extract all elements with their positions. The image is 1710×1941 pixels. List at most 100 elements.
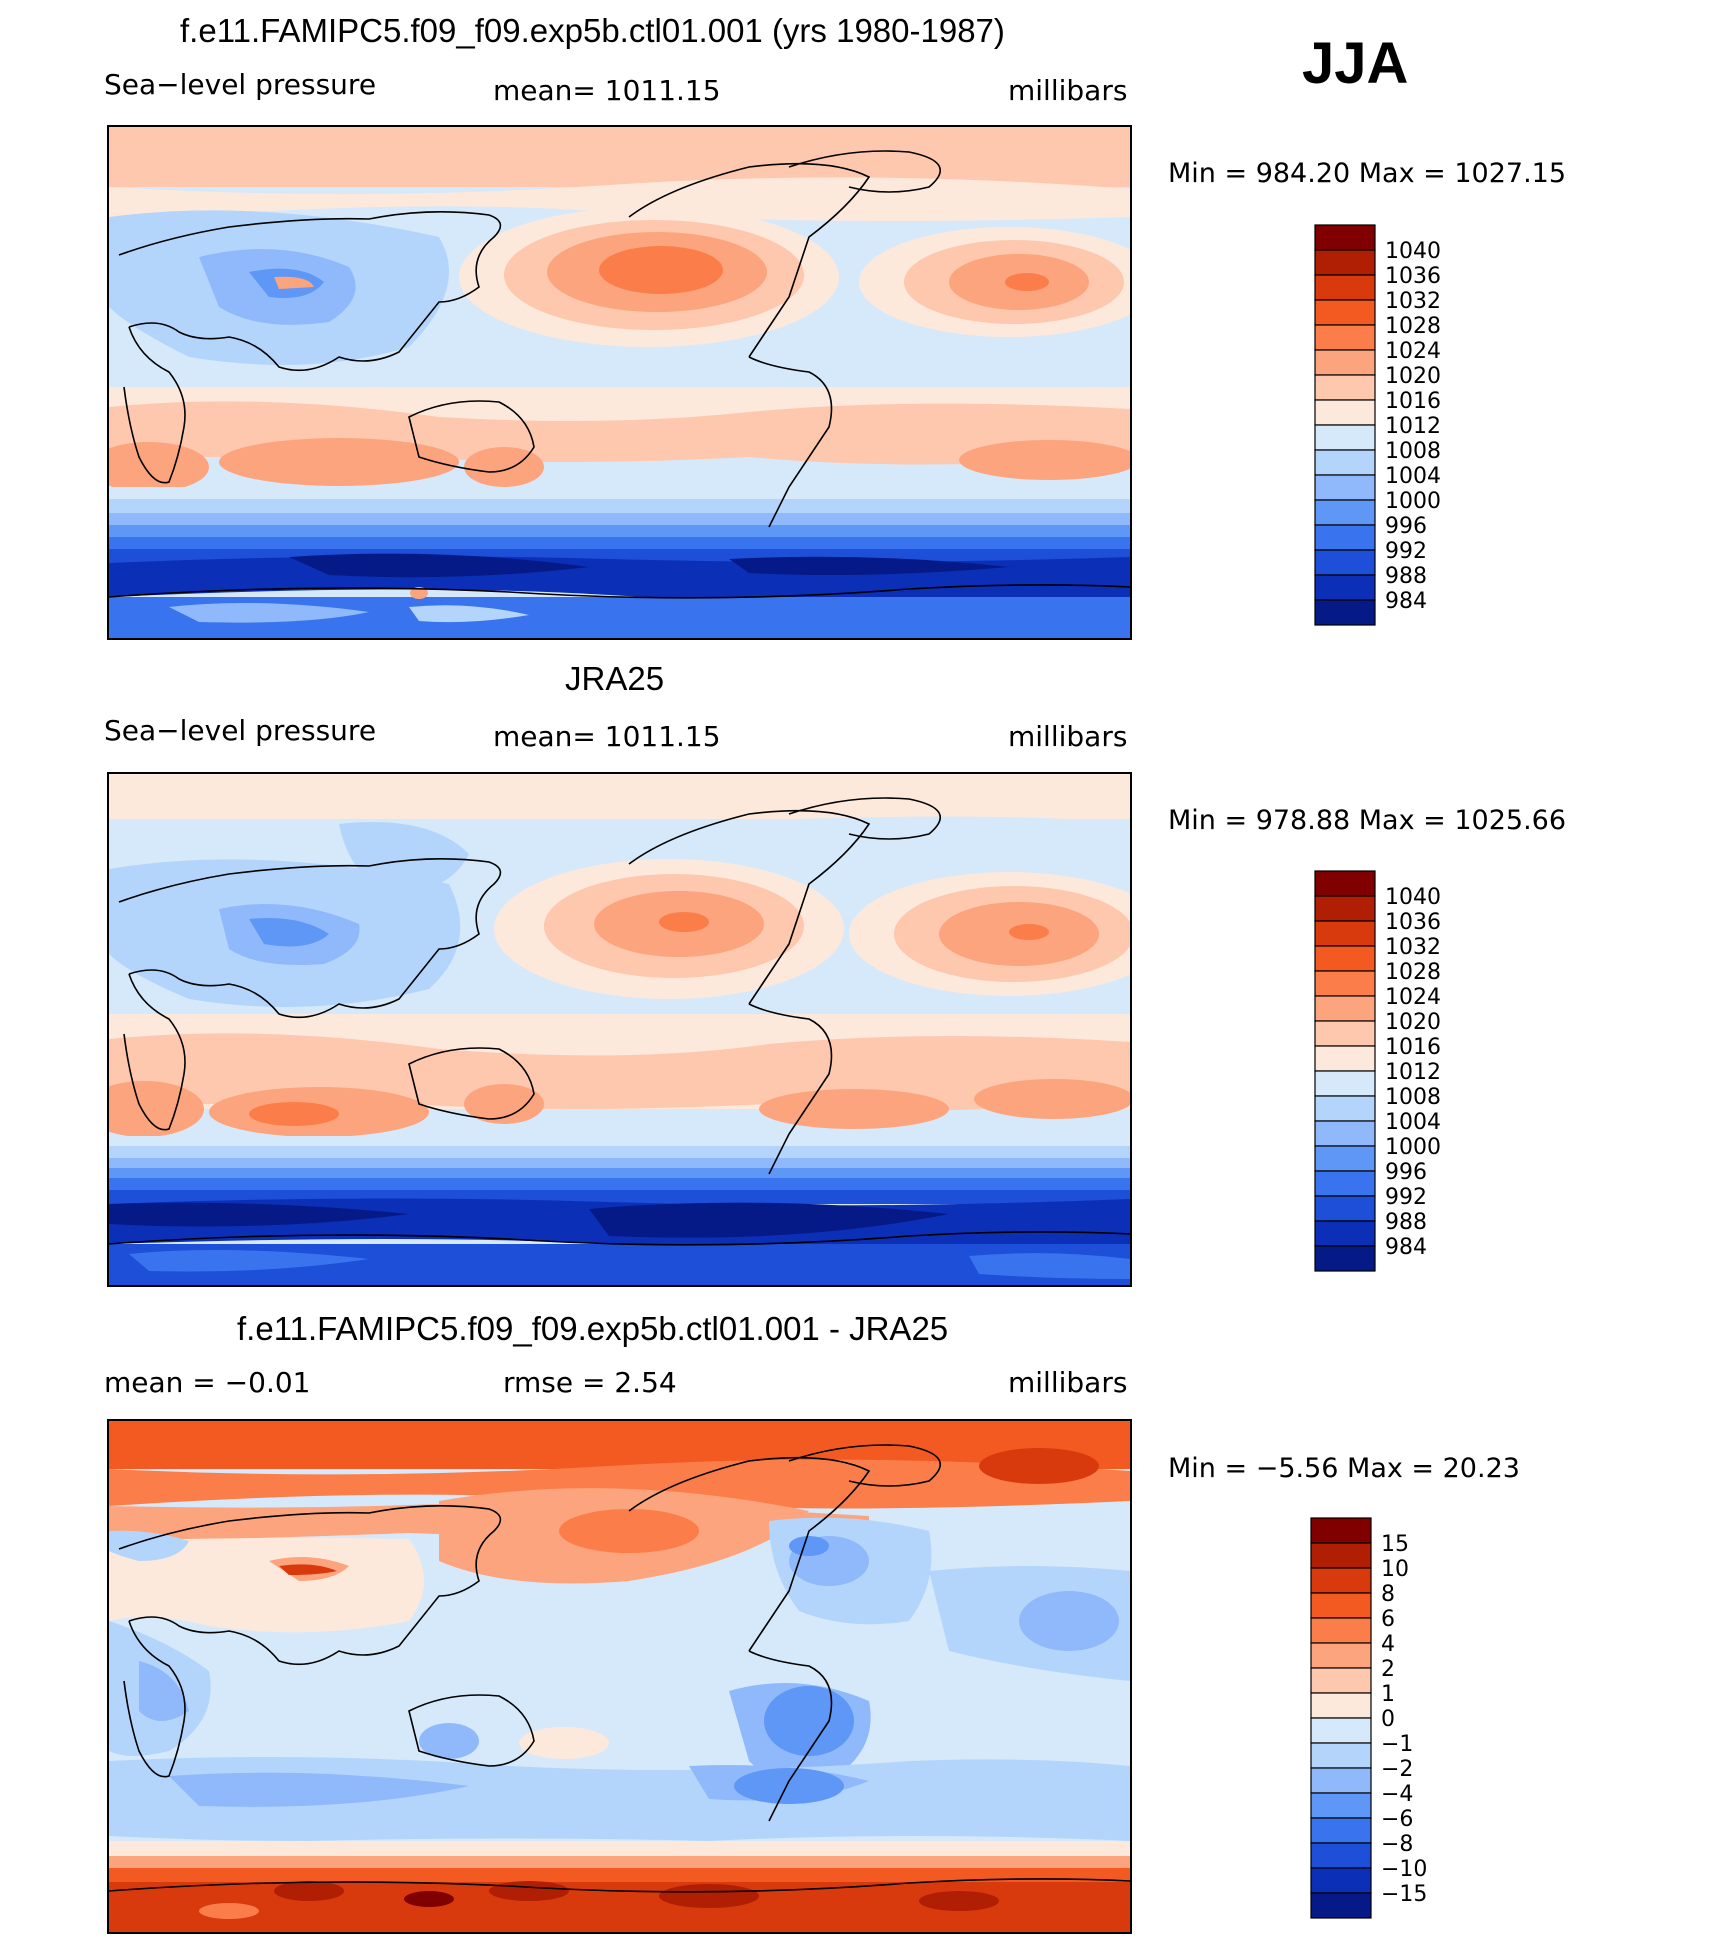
colorbar-tick-label: −15 [1381, 1882, 1427, 1907]
colorbar-swatch [1314, 870, 1376, 897]
colorbar-swatch [1310, 1517, 1372, 1544]
colorbar-swatch [1314, 599, 1376, 626]
colorbar-tick-label: 1028 [1385, 314, 1441, 339]
colorbar-swatch [1314, 449, 1376, 476]
colorbar-swatch [1314, 249, 1376, 276]
colorbar-swatch [1314, 274, 1376, 301]
colorbar-swatch [1310, 1842, 1372, 1869]
colorbar-swatch [1314, 1120, 1376, 1147]
colorbar-tick-label: 1028 [1385, 960, 1441, 985]
colorbar-tick-label: 8 [1381, 1582, 1395, 1607]
colorbar-swatch [1314, 1220, 1376, 1247]
colorbar-swatch [1310, 1542, 1372, 1569]
panel1-map [107, 125, 1132, 640]
colorbar-swatch [1314, 424, 1376, 451]
panel1-minmax: Min = 984.20 Max = 1027.15 [1168, 158, 1567, 189]
colorbar-swatch [1310, 1742, 1372, 1769]
colorbar-swatch [1314, 995, 1376, 1022]
panel2-title: JRA25 [565, 660, 665, 697]
colorbar-swatch [1314, 895, 1376, 922]
panel2-units-label: millibars [1008, 720, 1128, 753]
colorbar-swatch [1310, 1592, 1372, 1619]
panel2-minmax: Min = 978.88 Max = 1025.66 [1168, 805, 1567, 836]
colorbar-swatch [1314, 1170, 1376, 1197]
colorbar-tick-label: 1012 [1385, 1060, 1441, 1085]
colorbar-swatch [1314, 1095, 1376, 1122]
colorbar-tick-label: 996 [1385, 1160, 1427, 1185]
panel2-map [107, 772, 1132, 1287]
colorbar-swatch [1314, 945, 1376, 972]
colorbar-tick-label: 2 [1381, 1657, 1395, 1682]
colorbar-tick-label: 0 [1381, 1707, 1395, 1732]
colorbar-swatch [1314, 524, 1376, 551]
colorbar-swatch [1314, 574, 1376, 601]
panel1-title: f.e11.FAMIPC5.f09_f09.exp5b.ctl01.001 (y… [180, 12, 1005, 49]
panel3-minmax: Min = −5.56 Max = 20.23 [1168, 1453, 1520, 1484]
colorbar-swatch [1310, 1617, 1372, 1644]
colorbar-tick-label: 1000 [1385, 1135, 1441, 1160]
colorbar-swatch [1314, 920, 1376, 947]
colorbar-tick-label: 1 [1381, 1682, 1395, 1707]
colorbar-swatch [1310, 1667, 1372, 1694]
colorbar-swatch [1314, 374, 1376, 401]
colorbar-tick-label: 1020 [1385, 1010, 1441, 1035]
colorbar-swatch [1314, 1020, 1376, 1047]
colorbar-swatch [1314, 1145, 1376, 1172]
colorbar-swatch [1310, 1767, 1372, 1794]
colorbar-tick-label: 4 [1381, 1632, 1395, 1657]
colorbar-tick-label: 1016 [1385, 1035, 1441, 1060]
colorbar-tick-label: 1004 [1385, 464, 1441, 489]
panel1-mean-label: mean= 1011.15 [493, 74, 721, 107]
colorbar-tick-label: 1012 [1385, 414, 1441, 439]
colorbar-tick-label: −1 [1381, 1732, 1413, 1757]
colorbar-tick-label: 988 [1385, 1210, 1427, 1235]
colorbar-swatch [1314, 474, 1376, 501]
colorbar-tick-label: 10 [1381, 1557, 1409, 1582]
season-label: JJA [1302, 31, 1409, 96]
colorbar-swatch [1314, 549, 1376, 576]
colorbar-swatch [1310, 1792, 1372, 1819]
panel2-colorbar: 1040 1036 1032 1028 1024 1020 1016 1012 1008 1004… [1314, 870, 1455, 1277]
colorbar-tick-label: 992 [1385, 1185, 1427, 1210]
colorbar-swatch [1310, 1567, 1372, 1594]
colorbar-tick-label: 1032 [1385, 935, 1441, 960]
colorbar-tick-label: 6 [1381, 1607, 1395, 1632]
colorbar-tick-label: −4 [1381, 1782, 1413, 1807]
colorbar-tick-label: 984 [1385, 1235, 1427, 1260]
colorbar-swatch [1310, 1692, 1372, 1719]
panel3-mean-label: mean = −0.01 [104, 1366, 311, 1399]
colorbar-swatch [1314, 1195, 1376, 1222]
colorbar-swatch [1314, 1045, 1376, 1072]
colorbar-tick-label: 1036 [1385, 264, 1441, 289]
colorbar-tick-label: 1024 [1385, 985, 1441, 1010]
colorbar-tick-label: 996 [1385, 514, 1427, 539]
colorbar-swatch [1314, 399, 1376, 426]
colorbar-swatch [1310, 1867, 1372, 1894]
colorbar-swatch [1314, 349, 1376, 376]
panel2-variable-label: Sea−level pressure [104, 714, 377, 747]
colorbar-tick-label: 992 [1385, 539, 1427, 564]
colorbar-swatch [1310, 1642, 1372, 1669]
colorbar-swatch [1310, 1717, 1372, 1744]
colorbar-tick-label: 988 [1385, 564, 1427, 589]
colorbar-tick-label: 1040 [1385, 239, 1441, 264]
colorbar-tick-label: 1008 [1385, 439, 1441, 464]
colorbar-tick-label: 1032 [1385, 289, 1441, 314]
colorbar-swatch [1314, 1070, 1376, 1097]
colorbar-swatch [1314, 970, 1376, 997]
colorbar-tick-label: 1040 [1385, 885, 1441, 910]
colorbar-tick-label: 1020 [1385, 364, 1441, 389]
panel3-units-label: millibars [1008, 1366, 1128, 1399]
colorbar-swatch [1314, 224, 1376, 251]
colorbar-tick-label: 15 [1381, 1532, 1409, 1557]
colorbar-tick-label: 984 [1385, 589, 1427, 614]
panel2-contour-field [109, 774, 1130, 1285]
panel3-contour-field [109, 1421, 1130, 1932]
colorbar-tick-label: 1024 [1385, 339, 1441, 364]
panel1-variable-label: Sea−level pressure [104, 68, 377, 101]
panel3-colorbar: 15 10 8 6 4 2 1 0 −1 −2 −4 −6 −8 −10 −15 [1310, 1517, 1451, 1924]
panel3-rmse-label: rmse = 2.54 [503, 1366, 677, 1399]
panel1-units-label: millibars [1008, 74, 1128, 107]
colorbar-swatch [1314, 324, 1376, 351]
colorbar-tick-label: 1004 [1385, 1110, 1441, 1135]
